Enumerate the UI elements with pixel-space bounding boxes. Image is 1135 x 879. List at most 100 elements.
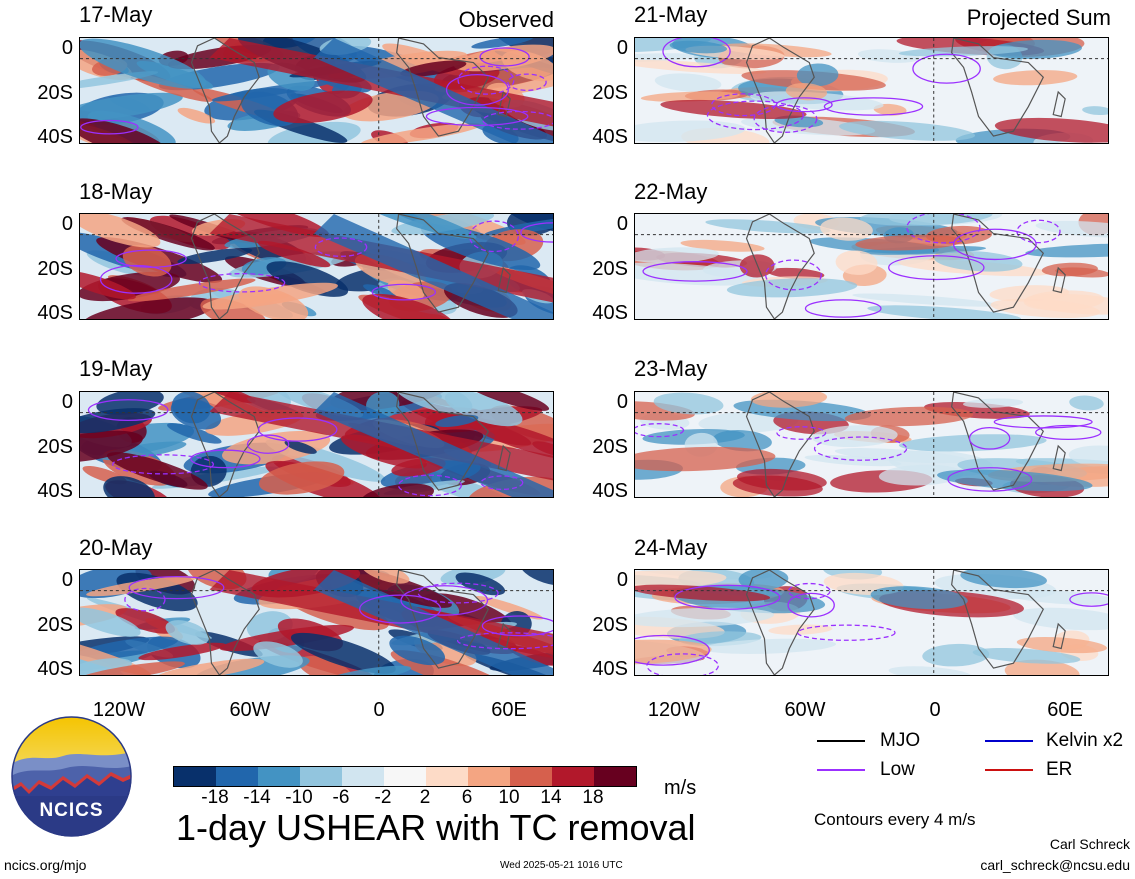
shear-anomaly-patch xyxy=(80,270,136,300)
panel-date: 20-May xyxy=(79,535,153,560)
shear-anomaly-patch xyxy=(81,297,216,319)
low-contour xyxy=(662,38,731,68)
shear-anomaly-patch xyxy=(80,92,183,122)
shear-field-map xyxy=(80,214,553,319)
colorbar-swatch xyxy=(258,767,300,786)
lat-label: 20S xyxy=(37,82,73,104)
shear-anomaly-patch xyxy=(867,305,1022,319)
coastline-madagascar xyxy=(1052,444,1066,472)
low-contour xyxy=(371,283,437,301)
coastline-south-america xyxy=(190,214,260,319)
shear-anomaly-patch xyxy=(702,638,837,654)
lat-label: 40S xyxy=(37,302,73,324)
coastline-africa xyxy=(951,214,1045,313)
coastline-madagascar xyxy=(497,266,511,294)
coastline-africa xyxy=(396,214,490,313)
shear-anomaly-patch xyxy=(106,452,208,490)
shear-anomaly-patch xyxy=(660,99,807,119)
shear-anomaly-patch xyxy=(257,240,331,268)
legend-label-er: ER xyxy=(1046,759,1073,780)
low-contour xyxy=(80,119,139,135)
low-contour xyxy=(823,97,924,116)
colorbar-tick-label: -14 xyxy=(243,787,271,808)
lat-label: 20S xyxy=(592,614,628,636)
shear-anomaly-patch xyxy=(654,73,722,92)
low-contour xyxy=(1069,592,1108,607)
coastline-south-america xyxy=(745,38,815,143)
shear-anomaly-patch xyxy=(103,476,155,497)
shear-anomaly-patch xyxy=(835,250,878,275)
footer-url[interactable]: ncics.org/mjo xyxy=(4,857,87,873)
shear-anomaly-patch xyxy=(165,620,210,645)
lon-label: 60E xyxy=(1047,699,1083,721)
shear-anomaly-patch xyxy=(1004,659,1080,675)
lat-label: 40S xyxy=(37,480,73,502)
low-contour xyxy=(753,104,818,133)
lon-label: 60W xyxy=(784,699,826,721)
shear-anomaly-patch xyxy=(290,632,396,674)
shear-anomaly-patch xyxy=(154,658,265,675)
observed-map-panel xyxy=(79,213,554,320)
coastline-madagascar xyxy=(1052,90,1066,118)
low-contour xyxy=(635,634,710,666)
shear-anomaly-patch xyxy=(989,39,1082,59)
low-contour xyxy=(706,100,804,131)
shear-field-map xyxy=(635,214,1108,319)
shear-anomaly-patch xyxy=(1069,395,1104,411)
legend-line-mjo xyxy=(817,740,865,742)
low-contour xyxy=(480,475,524,490)
shear-field-map xyxy=(80,570,553,675)
shear-anomaly-patch xyxy=(202,282,338,310)
low-contour xyxy=(646,653,719,675)
shear-field-map xyxy=(635,570,1108,675)
shear-anomaly-patch xyxy=(340,434,427,469)
low-contour xyxy=(776,426,827,440)
shear-anomaly-patch xyxy=(253,641,303,668)
shear-field-map xyxy=(635,38,1108,143)
shear-anomaly-patch xyxy=(834,448,968,464)
shear-field-map xyxy=(635,392,1108,497)
colorbar-tick-label: 10 xyxy=(498,787,520,808)
low-contour xyxy=(190,449,261,469)
lat-label: 0 xyxy=(616,391,628,413)
shear-anomaly-patch xyxy=(635,53,700,63)
shear-anomaly-patch xyxy=(222,430,331,465)
colorbar-swatch xyxy=(216,767,258,786)
lat-label: 20S xyxy=(592,258,628,280)
shear-anomaly-patch xyxy=(360,483,434,497)
shear-anomaly-patch xyxy=(519,570,553,586)
shear-anomaly-patch xyxy=(635,247,719,264)
low-contour xyxy=(796,624,896,641)
low-contour xyxy=(642,261,748,282)
shear-anomaly-patch xyxy=(732,475,823,497)
coastline-africa xyxy=(396,392,490,491)
shear-anomaly-patch xyxy=(80,408,156,434)
shear-anomaly-patch xyxy=(400,60,467,77)
low-contour xyxy=(456,632,553,650)
lon-label: 0 xyxy=(373,699,385,721)
colorbar-tick-label: -6 xyxy=(332,787,350,808)
shear-anomaly-patch xyxy=(80,38,207,89)
shear-anomaly-patch xyxy=(1025,243,1108,258)
panel-date: 17-May xyxy=(79,2,153,27)
shear-anomaly-patch xyxy=(844,406,974,427)
colorbar-swatch xyxy=(300,767,342,786)
footer-author: Carl Schreck xyxy=(1049,836,1130,852)
shear-anomaly-patch xyxy=(463,392,550,411)
lon-label: 60W xyxy=(229,699,271,721)
projected-map-panel xyxy=(634,391,1109,498)
shear-anomaly-patch xyxy=(392,392,473,414)
low-contour xyxy=(417,582,499,604)
shear-field-map xyxy=(80,392,553,497)
colorbar-tick-label: 6 xyxy=(461,787,473,808)
low-contour xyxy=(888,255,985,281)
footer-email[interactable]: carl_schreck@ncsu.edu xyxy=(980,857,1130,873)
shear-anomaly-patch xyxy=(640,91,740,102)
lat-label: 20S xyxy=(37,436,73,458)
legend-label-kelvin: Kelvin x2 xyxy=(1046,730,1124,751)
coastline-madagascar xyxy=(497,90,511,118)
shear-anomaly-patch xyxy=(852,293,999,307)
shear-anomaly-patch xyxy=(635,120,746,142)
low-contour xyxy=(115,249,187,268)
shear-anomaly-patch xyxy=(994,117,1108,143)
